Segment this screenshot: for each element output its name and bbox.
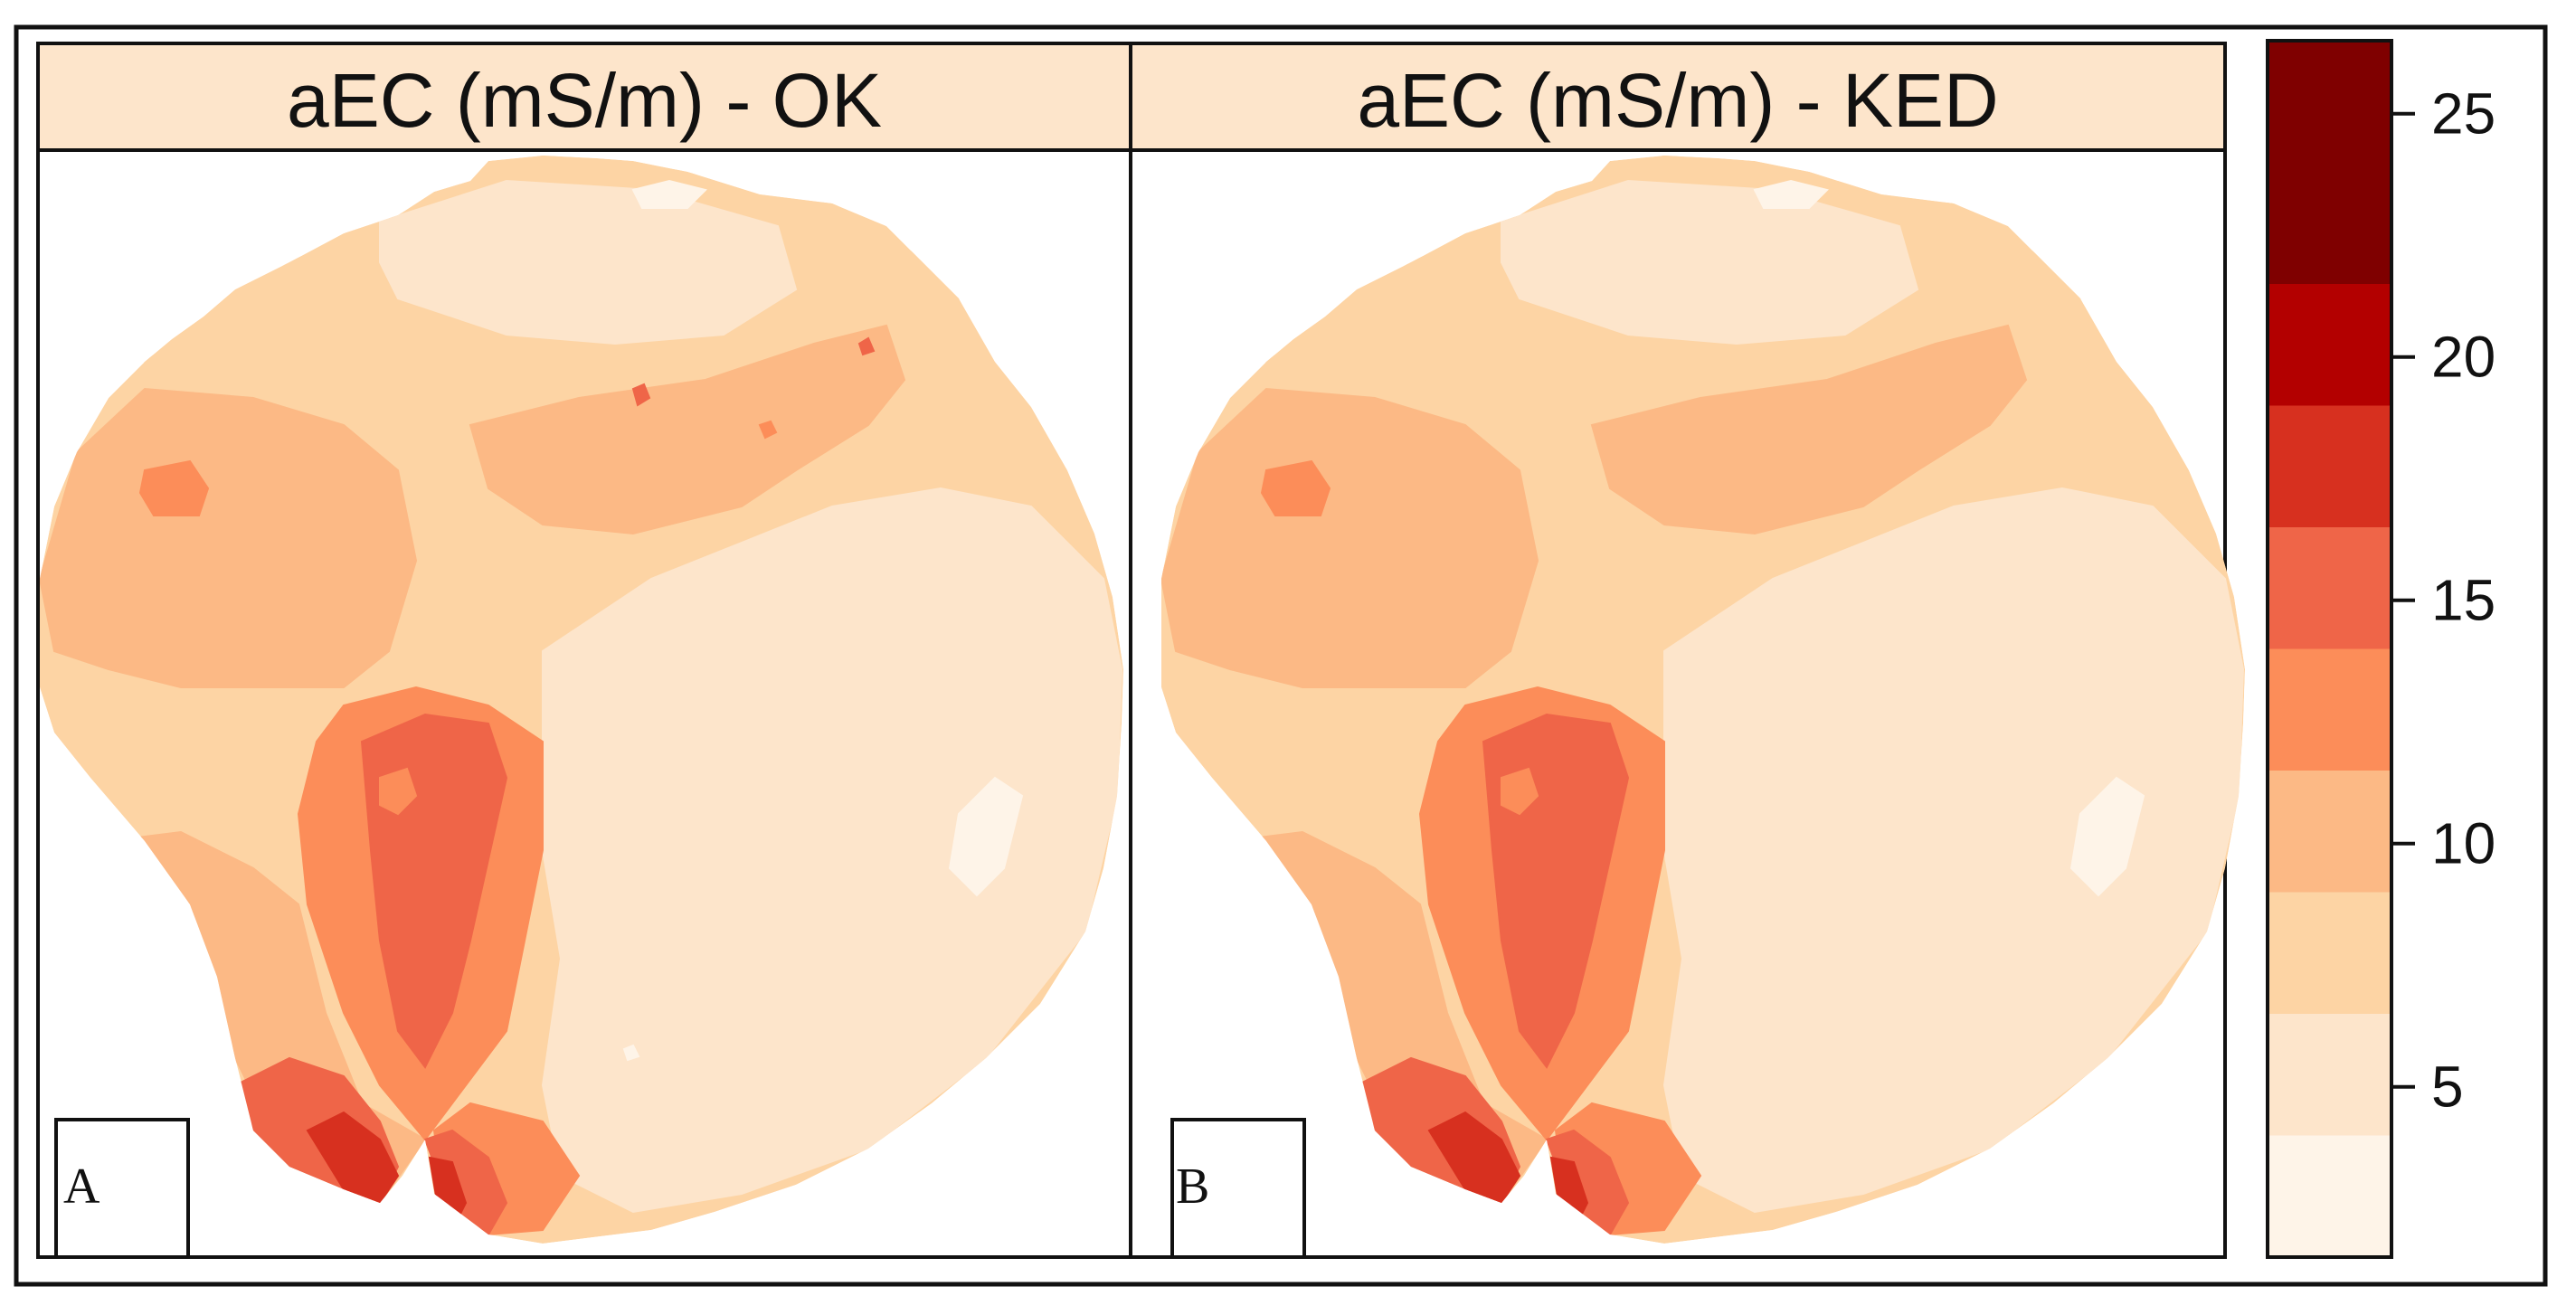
colorbar-tick-label-2: 15 [2431, 568, 2496, 633]
field-zone-b-16 [1501, 767, 1539, 816]
colorbar-class-7 [2268, 284, 2391, 406]
field-zone-a-3 [469, 324, 906, 535]
colorbar-frame [2266, 39, 2393, 1259]
field-zone-a-11 [306, 1111, 400, 1205]
colorbar-tick-label-1: 10 [2431, 811, 2496, 876]
field-map-b [1161, 156, 2245, 1244]
colorbar-class-4 [2268, 648, 2391, 771]
colorbar [2268, 41, 2391, 1257]
field-zone-a-6 [631, 179, 707, 209]
field-map-a [40, 156, 1123, 1244]
panel-tag-box-a [54, 1118, 190, 1259]
field-zone-a-16 [379, 767, 418, 816]
field-zone-a-15 [138, 459, 210, 516]
field-zone-b-15 [1260, 459, 1331, 516]
field-zone-b-1 [1501, 179, 1919, 345]
colorbar-class-1 [2268, 1014, 2391, 1136]
colorbar-class-0 [2268, 1135, 2391, 1257]
field-zone-b-3 [1590, 324, 2028, 535]
figure-frame [14, 24, 2548, 1287]
field-zone-a-4 [541, 487, 1123, 1214]
colorbar-tick-label-0: 5 [2431, 1055, 2464, 1120]
field-zone-b-11 [1427, 1111, 1521, 1205]
panel-title-b: aEC (mS/m) - KED [1357, 58, 1998, 143]
field-zone-a-20 [622, 1044, 640, 1062]
colorbar-class-5 [2268, 527, 2391, 649]
panel-tag-box-b [1170, 1118, 1306, 1259]
colorbar-class-3 [2268, 771, 2391, 893]
colorbar-class-8 [2268, 41, 2391, 284]
colorbar-tick-label-3: 20 [2431, 325, 2496, 390]
colorbar-tick-label-4: 25 [2431, 81, 2496, 147]
panel-tag-a: A [63, 1159, 100, 1215]
field-zone-a-18 [857, 336, 876, 356]
colorbar-class-2 [2268, 892, 2391, 1014]
field-zone-b-6 [1753, 179, 1829, 209]
panel-tag-b: B [1176, 1159, 1209, 1215]
panel-title-a: aEC (mS/m) - OK [287, 58, 882, 143]
colorbar-ticks: 5 10 15 20 25 [2391, 81, 2496, 1120]
colorbar-class-6 [2268, 405, 2391, 527]
field-zone-b-5 [2069, 776, 2145, 897]
field-zone-b-4 [1662, 487, 2245, 1214]
field-zone-a-5 [948, 776, 1024, 897]
field-zone-a-1 [379, 179, 798, 345]
field-zone-a-17 [631, 383, 651, 407]
field-zone-b-2 [1161, 387, 1539, 688]
field-zone-a-19 [758, 420, 778, 440]
field-zone-a-2 [40, 387, 418, 688]
